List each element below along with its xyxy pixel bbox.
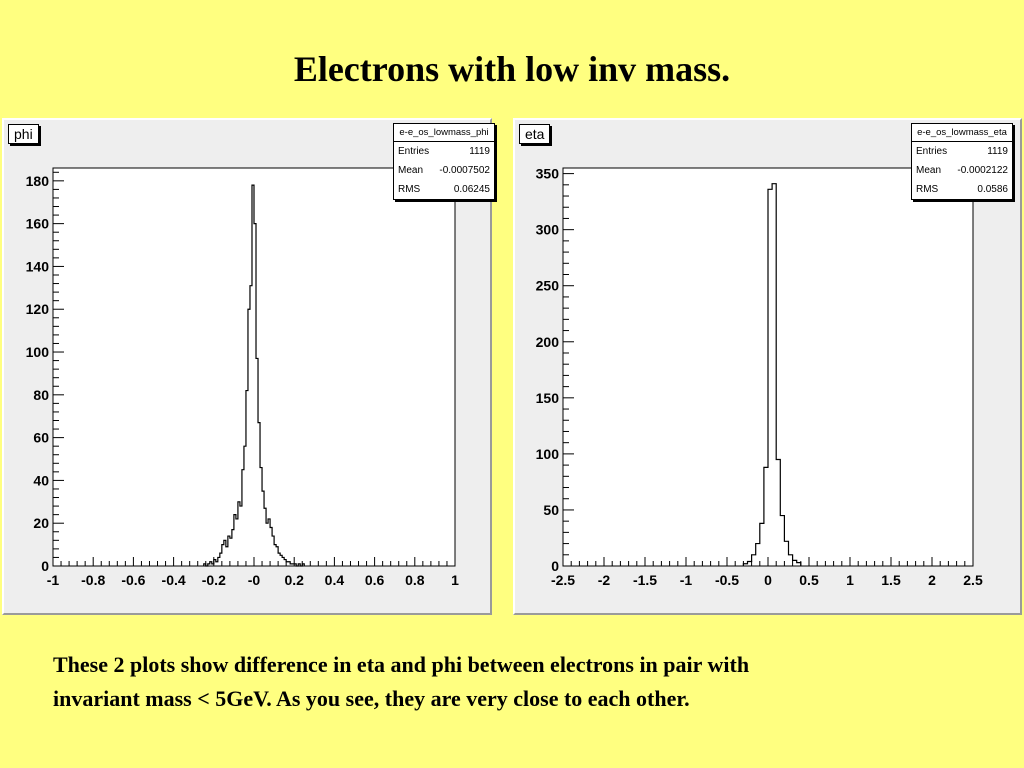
- eta-histogram-chart: -2.5 -2 -1.5 -1 -0.5 0 0.5 1 1.5 2 2.5 0 50 100 150 200…: [536, 166, 983, 588]
- x-tick-label: 2: [928, 572, 936, 588]
- stats-value: 0.0586: [977, 184, 1008, 195]
- eta-hist-name: eta: [519, 124, 551, 144]
- x-tick-label: 0.2: [284, 572, 304, 588]
- stats-label: RMS: [916, 184, 939, 195]
- y-tick-label: 200: [536, 334, 560, 350]
- x-tick-label: -0.4: [162, 572, 186, 588]
- x-tick-label: -0.5: [715, 572, 739, 588]
- y-tick-label: 80: [33, 387, 49, 403]
- phi-stats-box: e-e_os_lowmass_phi Entries 1119 Mean -0.…: [393, 123, 495, 200]
- y-tick-label: 140: [26, 258, 50, 274]
- slide-title: Electrons with low inv mass.: [293, 49, 731, 89]
- histogram-outline: [203, 184, 305, 567]
- x-tick-label: -1.5: [633, 572, 657, 588]
- stats-label: Mean: [398, 165, 424, 176]
- phi-histogram-chart: -1 -0.8 -0.6 -0.4 -0.2 -0 0.2 0.4 0.6 0.8 1 0 20 40 60…: [26, 167, 459, 588]
- stats-label: RMS: [398, 184, 421, 195]
- stats-value: 1119: [469, 146, 490, 157]
- caption-line-2: invariant mass < 5GeV. As you see, they …: [53, 686, 690, 711]
- phi-plot-panel: -1 -0.8 -0.6 -0.4 -0.2 -0 0.2 0.4 0.6 0.8 1 0 20 40 60…: [2, 118, 495, 615]
- phi-stats-row-entries: Entries 1119: [394, 142, 494, 161]
- x-tick-label: -1: [47, 572, 60, 588]
- x-tick-label: 0.5: [799, 572, 819, 588]
- y-tick-label: 180: [26, 173, 50, 189]
- phi-stats-row-mean: Mean -0.0007502: [394, 161, 494, 180]
- eta-stats-row-rms: RMS 0.0586: [912, 180, 1012, 199]
- x-tick-label: 0.8: [405, 572, 425, 588]
- stats-value: -0.0007502: [439, 165, 490, 176]
- y-tick-label: 100: [536, 446, 560, 462]
- eta-stats-title: e-e_os_lowmass_eta: [912, 124, 1012, 142]
- eta-stats-box: e-e_os_lowmass_eta Entries 1119 Mean -0.…: [911, 123, 1013, 200]
- y-tick-label: 0: [551, 558, 559, 574]
- x-tick-label: 2.5: [963, 572, 983, 588]
- y-tick-label: 350: [536, 166, 560, 182]
- stats-label: Mean: [916, 165, 942, 176]
- y-tick-label: 50: [543, 502, 559, 518]
- x-tick-label: 1: [451, 572, 459, 588]
- x-tick-label: -0: [248, 572, 261, 588]
- stats-label: Entries: [916, 146, 948, 157]
- x-tick-label: -0.6: [121, 572, 145, 588]
- stats-value: -0.0002122: [957, 165, 1008, 176]
- x-tick-label: 0: [764, 572, 772, 588]
- phi-stats-title: e-e_os_lowmass_phi: [394, 124, 494, 142]
- histogram-outline: [742, 183, 802, 566]
- x-tick-label: 0.4: [325, 572, 345, 588]
- x-tick-label: -2: [598, 572, 611, 588]
- y-tick-label: 100: [26, 344, 50, 360]
- y-tick-label: 300: [536, 222, 560, 238]
- phi-hist-name: phi: [8, 124, 39, 144]
- x-tick-label: -2.5: [551, 572, 575, 588]
- y-tick-label: 20: [33, 515, 49, 531]
- x-tick-label: 1.5: [881, 572, 901, 588]
- eta-stats-row-entries: Entries 1119: [912, 142, 1012, 161]
- y-tick-label: 0: [41, 558, 49, 574]
- stats-value: 0.06245: [453, 184, 490, 195]
- y-tick-label: 60: [33, 430, 49, 446]
- caption-line-1: These 2 plots show difference in eta and…: [53, 652, 750, 677]
- stats-label: Entries: [398, 146, 430, 157]
- x-tick-label: -0.8: [81, 572, 105, 588]
- x-tick-label: -1: [680, 572, 693, 588]
- x-tick-label: 1: [846, 572, 854, 588]
- y-tick-label: 250: [536, 278, 560, 294]
- y-tick-label: 160: [26, 216, 50, 232]
- plot-area: [52, 167, 456, 567]
- x-tick-label: 0.6: [365, 572, 385, 588]
- slide-caption: These 2 plots show difference in eta and…: [53, 648, 993, 716]
- x-tick-label: -0.2: [202, 572, 226, 588]
- eta-plot-panel: -2.5 -2 -1.5 -1 -0.5 0 0.5 1 1.5 2 2.5 0 50 100 150 200…: [513, 118, 1022, 615]
- y-tick-label: 120: [26, 301, 50, 317]
- y-tick-label: 150: [536, 390, 560, 406]
- y-tick-label: 40: [33, 472, 49, 488]
- eta-stats-row-mean: Mean -0.0002122: [912, 161, 1012, 180]
- stats-value: 1119: [987, 146, 1008, 157]
- phi-stats-row-rms: RMS 0.06245: [394, 180, 494, 199]
